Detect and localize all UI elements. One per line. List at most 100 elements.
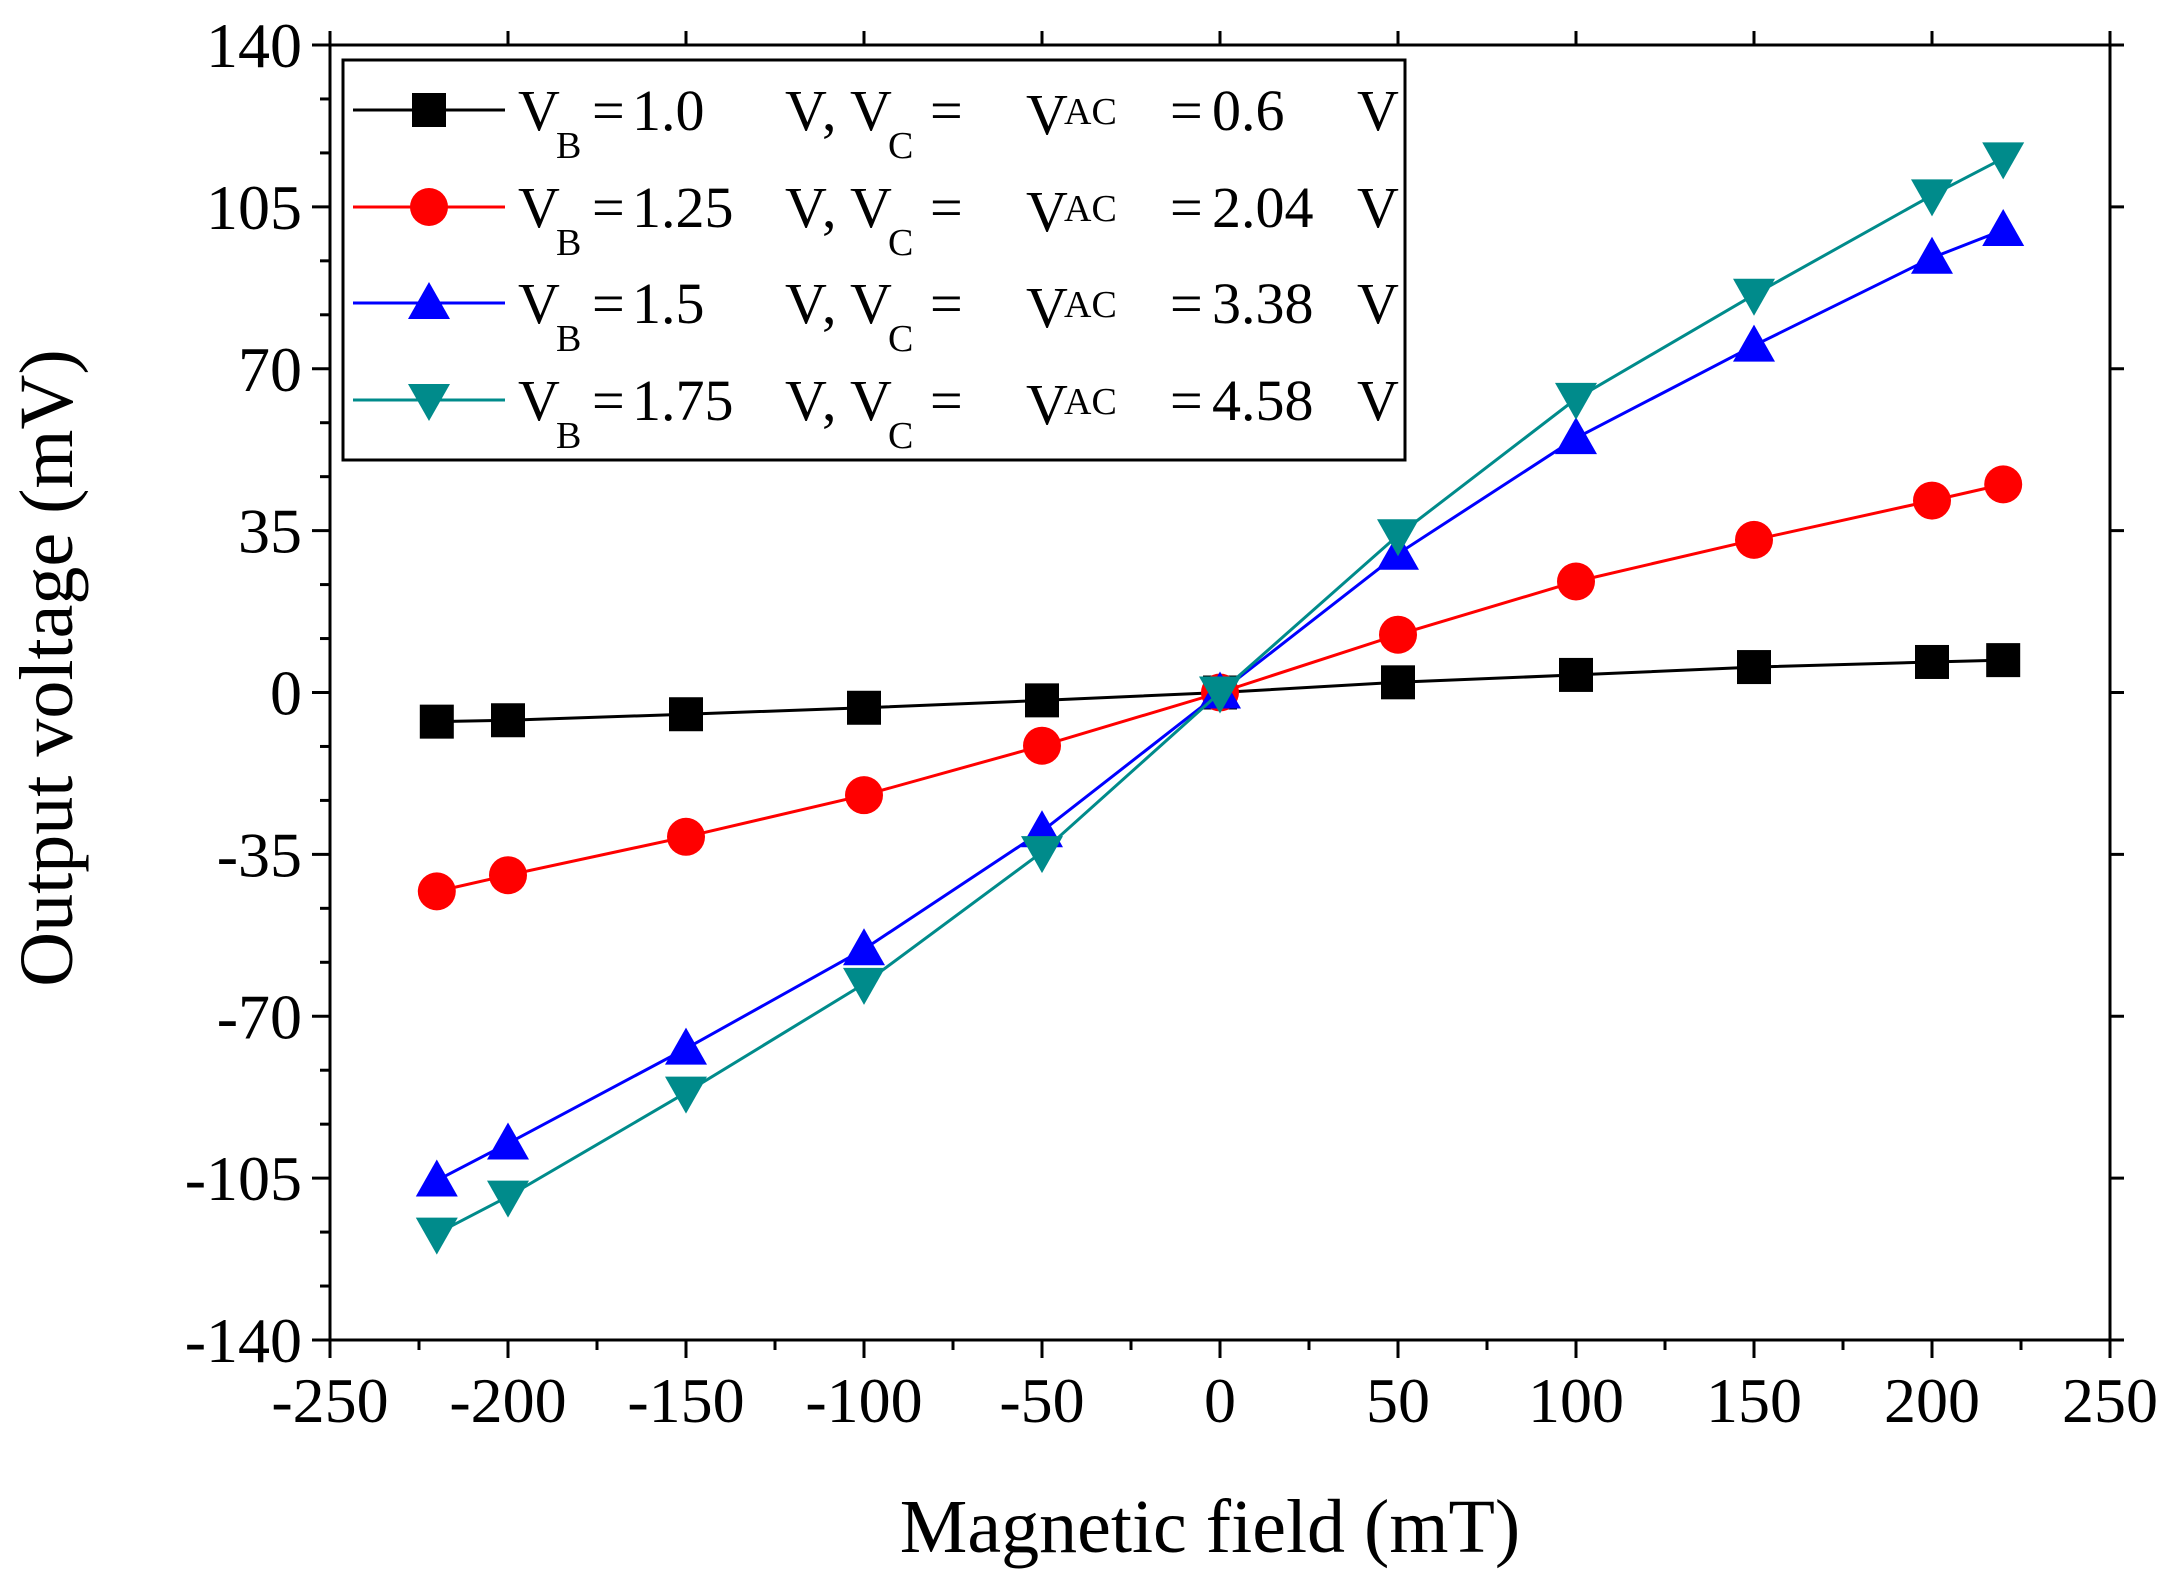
series-2-point [1913, 481, 1951, 520]
legend-item-1: VB= 1.0 V, VC= VAC = 0.6 V [353, 78, 1399, 167]
legend-sub-ac: AC [1064, 284, 1117, 326]
x-tick-label: 250 [2062, 1365, 2158, 1436]
y-tick-label: 105 [206, 172, 302, 243]
x-tick-label: -50 [999, 1365, 1084, 1436]
legend-unit: V [785, 368, 827, 433]
legend-box [341, 58, 1407, 462]
series-2-point [1735, 520, 1773, 559]
x-tick-label: 0 [1204, 1365, 1236, 1436]
legend-sub-c: C [888, 318, 913, 360]
x-tick-label: 50 [1366, 1365, 1430, 1436]
legend-equals: = [1170, 78, 1203, 143]
series-1-point [1915, 644, 1949, 679]
legend-sub-b: B [556, 318, 581, 360]
y-tick-label: 70 [238, 334, 302, 405]
legend-vc-value: 4.58 [1212, 368, 1314, 433]
series-4-point [1377, 519, 1419, 557]
series-3-point [1733, 324, 1775, 362]
y-tick-label: -105 [185, 1143, 302, 1214]
legend-equals: = [592, 175, 625, 240]
legend-sub-ac: AC [1064, 91, 1117, 133]
legend-vc-value: 3.38 [1212, 271, 1314, 336]
legend-item-2: VB= 1.25 V, VC= VAC = 2.04 V [353, 175, 1399, 264]
legend-comma: , [822, 271, 837, 336]
legend-comma: , [822, 175, 837, 240]
series-4-point [1021, 836, 1063, 874]
x-tick-label: -150 [627, 1365, 744, 1436]
legend-unit: V [785, 271, 827, 336]
legend-equals: = [1170, 271, 1203, 336]
legend-equals: = [930, 175, 963, 240]
legend-sub-ac: AC [1064, 381, 1117, 423]
legend-v-label: V [518, 175, 560, 240]
series-2-point [1023, 726, 1061, 765]
legend-marker [408, 282, 450, 319]
legend-v-label: V [850, 271, 892, 336]
legend-equals: = [930, 368, 963, 433]
series-3-point [665, 1027, 707, 1065]
y-tick-label: -140 [185, 1305, 302, 1376]
legend-equals: = [592, 368, 625, 433]
legend-unit: V [1357, 175, 1399, 240]
series-1-point [1986, 643, 2021, 678]
legend-marker [410, 188, 448, 226]
legend-sub-c: C [888, 222, 913, 264]
legend-vb-value: 1.0 [632, 78, 705, 143]
x-tick-label: -250 [271, 1365, 388, 1436]
legend-unit: V [785, 78, 827, 143]
y-tick-label: -35 [217, 819, 302, 890]
series-4-point [1982, 142, 2025, 180]
y-axis-title: Output voltage (mV) [5, 349, 89, 986]
series-3-point [843, 928, 885, 966]
legend-marker [412, 93, 446, 127]
legend-marker [408, 384, 450, 421]
x-tick-label: 200 [1884, 1365, 1980, 1436]
legend-vb-value: 1.5 [632, 271, 705, 336]
x-tick-label: 150 [1706, 1365, 1802, 1436]
series-1-point [1025, 683, 1059, 718]
series-4-point [487, 1180, 529, 1218]
x-tick-label: -100 [805, 1365, 922, 1436]
legend-comma: , [822, 368, 837, 433]
legend-vb-value: 1.25 [632, 175, 734, 240]
legend-equals: = [1170, 368, 1203, 433]
series-4-point [1555, 382, 1597, 420]
x-axis-title: Magnetic field (mT) [900, 1485, 1520, 1569]
x-tick-label: -200 [449, 1365, 566, 1436]
legend-unit: V [1357, 271, 1399, 336]
y-tick-label: -70 [217, 981, 302, 1052]
series-1-point [847, 690, 881, 725]
series-4-point [665, 1076, 707, 1114]
series-1-point [1737, 650, 1771, 685]
series-3-point [415, 1159, 458, 1197]
x-tick-label: 100 [1528, 1365, 1624, 1436]
legend-unit: V [1357, 368, 1399, 433]
legend-equals: = [930, 78, 963, 143]
series-4-point [843, 967, 885, 1005]
series-4 [415, 142, 2025, 1255]
legend-v-label: V [518, 78, 560, 143]
legend-v-label: V [1026, 179, 1068, 244]
legend-v-label: V [850, 368, 892, 433]
legend-equals: = [930, 271, 963, 336]
legend-sub-b: B [556, 222, 581, 264]
legend-vc-value: 2.04 [1212, 175, 1314, 240]
legend-equals: = [592, 78, 625, 143]
axes-layer: -250 -200 -150 -100 -50 0 50 100 150 200 250 -140 -1… [185, 10, 2158, 1436]
legend-sub-b: B [556, 125, 581, 167]
legend-v-label: V [850, 78, 892, 143]
legend-vb-value: 1.75 [632, 368, 734, 433]
series-2-point [845, 776, 883, 815]
series-3-point [1555, 417, 1597, 455]
series-layer [415, 142, 2025, 1255]
legend-sub-c: C [888, 125, 913, 167]
y-tick-label: 35 [238, 496, 302, 567]
series-1-point [419, 704, 454, 739]
legend: VB= 1.0 V, VC= VAC = 0.6 VVB= 1.25 V, VC= VAC = 2.04 V… [341, 58, 1407, 462]
series-1-point [1381, 665, 1415, 700]
series-2-point [489, 856, 527, 895]
legend-v-label: V [1026, 275, 1068, 340]
series-4-point [1199, 676, 1241, 714]
legend-v-label: V [850, 175, 892, 240]
